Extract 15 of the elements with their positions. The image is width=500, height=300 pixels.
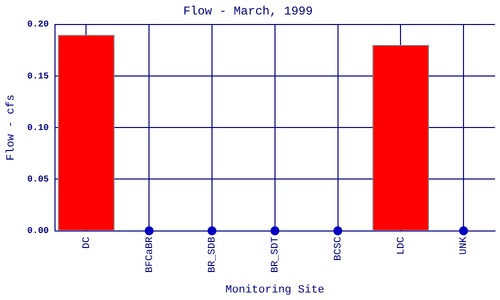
x-tick-label: LDC bbox=[396, 236, 408, 255]
x-tick-label: BR_SDT bbox=[270, 236, 282, 273]
x-tick-label: BCSC bbox=[333, 236, 344, 261]
y-axis-title: Flow - cfs bbox=[6, 94, 18, 161]
x-tick-label: BFCaBR bbox=[144, 236, 156, 273]
y-tick-label: 0.10 bbox=[27, 122, 49, 133]
y-tick-label: 0.05 bbox=[27, 174, 49, 184]
x-tick-label: BR_SDB bbox=[208, 236, 219, 273]
x-axis-title: Monitoring Site bbox=[225, 284, 324, 296]
x-tick-label: DC bbox=[82, 236, 93, 249]
y-tick-label: 0.20 bbox=[27, 20, 49, 30]
x-tick-label: UNK bbox=[459, 236, 470, 255]
chart-title: Flow - March, 1999 bbox=[183, 4, 313, 18]
y-tick-label: 0.15 bbox=[27, 71, 49, 82]
y-tick-label: 0.00 bbox=[27, 226, 49, 236]
